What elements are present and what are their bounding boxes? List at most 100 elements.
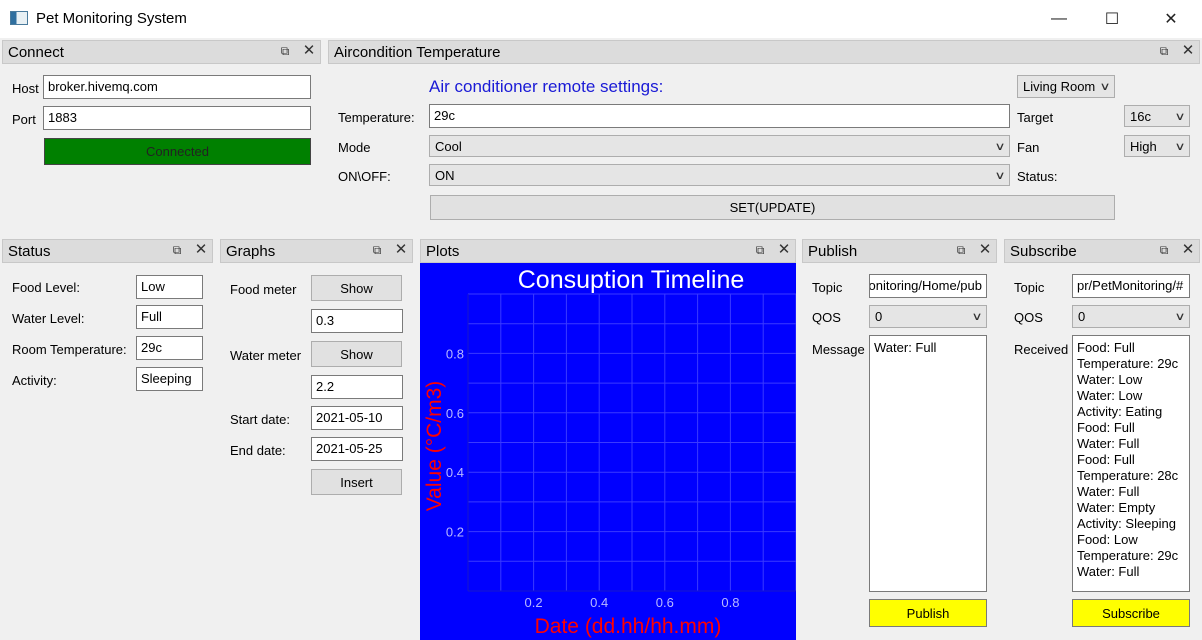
port-label: Port <box>12 112 36 127</box>
close-icon[interactable]: ✕ <box>194 241 208 258</box>
fan-select-value: High <box>1130 138 1157 154</box>
close-icon[interactable]: ✕ <box>394 241 408 258</box>
fan-select[interactable]: High ∨ <box>1124 135 1190 157</box>
status-panel: Status ⧉ ✕ <box>2 239 213 263</box>
received-line: Activity: Sleeping <box>1077 516 1176 531</box>
received-line: Activity: Eating <box>1077 404 1163 419</box>
received-line: Temperature: 28c <box>1077 468 1179 483</box>
received-line: Water: Empty <box>1077 500 1156 515</box>
onoff-select[interactable]: ON ∨ <box>429 164 1010 186</box>
float-icon[interactable]: ⧉ <box>372 243 382 257</box>
plots-title: Plots <box>426 242 460 260</box>
float-icon[interactable]: ⧉ <box>172 243 182 257</box>
minimize-button[interactable]: — <box>1051 10 1067 27</box>
graphs-header: Graphs ⧉ ✕ <box>220 239 413 263</box>
food-level-value: Low <box>136 275 203 299</box>
connect-button[interactable]: Connected <box>44 138 311 165</box>
water-level-value: Full <box>136 305 203 329</box>
close-icon[interactable]: ✕ <box>1181 241 1195 258</box>
subscribe-topic-label: Topic <box>1014 280 1045 295</box>
water-meter-input[interactable]: 2.2 <box>311 375 403 399</box>
chevron-down-icon: ∨ <box>1099 81 1111 93</box>
received-label: Received <box>1014 342 1069 357</box>
connect-header: Connect ⧉ ✕ <box>2 40 321 64</box>
water-level-label: Water Level: <box>12 311 85 326</box>
chevron-down-icon: ∨ <box>1174 110 1186 123</box>
received-line: Water: Full <box>1077 564 1140 579</box>
x-tick-label: 0.8 <box>721 595 739 610</box>
close-button[interactable]: ✕ <box>1164 11 1178 28</box>
float-icon[interactable]: ⧉ <box>1159 44 1169 58</box>
x-tick-label: 0.6 <box>656 595 674 610</box>
close-icon[interactable]: ✕ <box>1181 42 1195 59</box>
title-bar: Pet Monitoring System — ☐ ✕ <box>0 0 1202 38</box>
publish-qos-select[interactable]: 0 ∨ <box>869 305 987 328</box>
maximize-button[interactable]: ☐ <box>1104 11 1120 28</box>
status-title: Status <box>8 242 51 260</box>
end-date-input[interactable]: 2021-05-25 <box>311 437 403 461</box>
received-line: Food: Low <box>1077 532 1138 547</box>
publish-topic-input[interactable]: onitoring/Home/pub <box>869 274 987 298</box>
publish-qos-value: 0 <box>875 309 883 324</box>
aircon-header: Aircondition Temperature ⧉ ✕ <box>328 40 1200 64</box>
publish-title: Publish <box>808 242 858 260</box>
connect-title: Connect <box>8 43 64 61</box>
target-label: Target <box>1017 110 1054 125</box>
chevron-down-icon: ∨ <box>1174 311 1186 323</box>
chevron-down-icon: ∨ <box>994 140 1006 153</box>
received-messages[interactable]: Food: Full Temperature: 29c Water: Low Wate… <box>1072 335 1190 592</box>
chevron-down-icon: ∨ <box>1174 140 1186 153</box>
room-select-value: Living Room <box>1023 79 1096 94</box>
subscribe-topic-input[interactable]: pr/PetMonitoring/# <box>1072 274 1190 298</box>
publish-button[interactable]: Publish <box>869 599 987 627</box>
water-show-button[interactable]: Show <box>311 341 402 367</box>
subscribe-button[interactable]: Subscribe <box>1072 599 1190 627</box>
food-meter-input[interactable]: 0.3 <box>311 309 403 333</box>
insert-button[interactable]: Insert <box>311 469 402 495</box>
host-label: Host <box>12 81 39 96</box>
target-select-value: 16c <box>1130 108 1151 124</box>
publish-header: Publish ⧉ ✕ <box>802 239 997 263</box>
publish-message-label: Message <box>812 342 865 357</box>
float-icon[interactable]: ⧉ <box>280 44 290 58</box>
connect-panel: Connect ⧉ ✕ <box>2 40 321 64</box>
temperature-label: Temperature: <box>338 110 415 125</box>
received-list: Food: Full Temperature: 29c Water: Low Wate… <box>1077 340 1185 580</box>
port-input[interactable]: 1883 <box>43 106 311 130</box>
graphs-panel: Graphs ⧉ ✕ <box>220 239 413 263</box>
room-temperature-label: Room Temperature: <box>12 342 127 357</box>
publish-message-input[interactable]: Water: Full <box>869 335 987 592</box>
mode-select[interactable]: Cool ∨ <box>429 135 1010 157</box>
mode-select-value: Cool <box>435 138 462 154</box>
plot-canvas[interactable]: 0.2 0.4 0.6 0.8 0.2 0.4 0.6 0.8 Consuption Timel… <box>420 263 796 640</box>
float-icon[interactable]: ⧉ <box>956 243 966 257</box>
target-select[interactable]: 16c ∨ <box>1124 105 1190 127</box>
close-icon[interactable]: ✕ <box>978 241 992 258</box>
set-update-button[interactable]: SET(UPDATE) <box>430 195 1115 220</box>
chevron-down-icon: ∨ <box>994 169 1006 182</box>
activity-label: Activity: <box>12 373 57 388</box>
room-temperature-value: 29c <box>136 336 203 360</box>
onoff-select-value: ON <box>435 167 455 183</box>
start-date-input[interactable]: 2021-05-10 <box>311 406 403 430</box>
close-icon[interactable]: ✕ <box>302 42 316 59</box>
received-line: Water: Full <box>1077 436 1140 451</box>
publish-topic-value: onitoring/Home/pub <box>869 278 982 293</box>
subscribe-qos-select[interactable]: 0 ∨ <box>1072 305 1190 328</box>
chevron-down-icon: ∨ <box>971 311 983 323</box>
host-input[interactable]: broker.hivemq.com <box>43 75 311 99</box>
subscribe-panel: Subscribe ⧉ ✕ <box>1004 239 1200 263</box>
food-show-button[interactable]: Show <box>311 275 402 301</box>
room-select[interactable]: Living Room ∨ <box>1017 75 1115 98</box>
plots-panel: Plots ⧉ ✕ <box>420 239 796 263</box>
subscribe-topic-value: pr/PetMonitoring/# <box>1077 278 1184 293</box>
subscribe-qos-label: QOS <box>1014 310 1043 325</box>
received-line: Water: Full <box>1077 484 1140 499</box>
close-icon[interactable]: ✕ <box>777 241 791 258</box>
temperature-input[interactable]: 29c <box>429 104 1010 128</box>
float-icon[interactable]: ⧉ <box>755 243 765 257</box>
y-tick-label: 0.2 <box>446 525 464 540</box>
float-icon[interactable]: ⧉ <box>1159 243 1169 257</box>
status-label: Status: <box>1017 169 1058 184</box>
received-line: Temperature: 29c <box>1077 356 1179 371</box>
